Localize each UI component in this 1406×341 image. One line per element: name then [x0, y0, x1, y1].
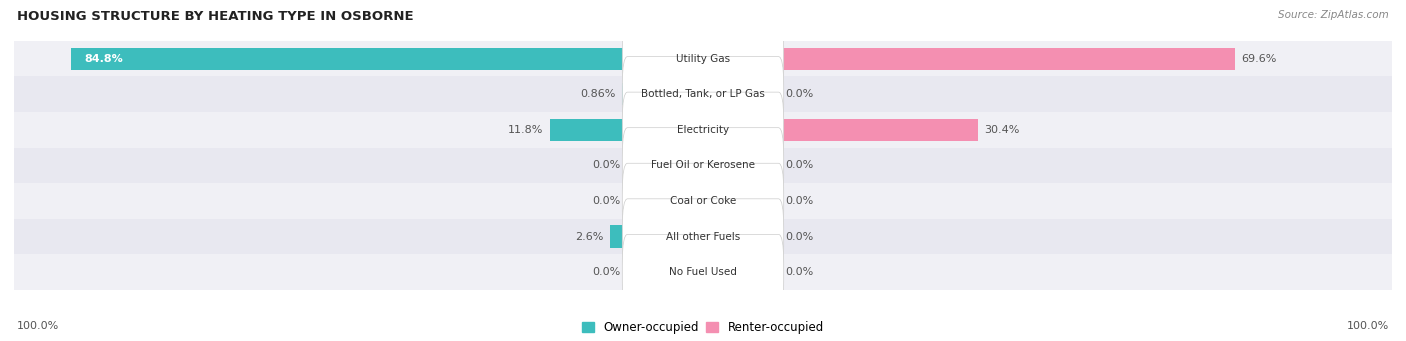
Bar: [621, 83, 627, 105]
Text: 84.8%: 84.8%: [84, 54, 122, 64]
Text: Fuel Oil or Kerosene: Fuel Oil or Kerosene: [651, 160, 755, 170]
Text: 0.0%: 0.0%: [785, 267, 813, 277]
Text: 69.6%: 69.6%: [1241, 54, 1277, 64]
Text: No Fuel Used: No Fuel Used: [669, 267, 737, 277]
Bar: [14, 76, 1392, 112]
Bar: [610, 225, 627, 248]
FancyBboxPatch shape: [623, 92, 783, 167]
Text: Electricity: Electricity: [676, 125, 730, 135]
Bar: [14, 148, 1392, 183]
Text: 0.0%: 0.0%: [593, 196, 621, 206]
Legend: Owner-occupied, Renter-occupied: Owner-occupied, Renter-occupied: [578, 316, 828, 339]
Text: 11.8%: 11.8%: [508, 125, 544, 135]
Text: Bottled, Tank, or LP Gas: Bottled, Tank, or LP Gas: [641, 89, 765, 99]
Text: Utility Gas: Utility Gas: [676, 54, 730, 64]
FancyBboxPatch shape: [623, 163, 783, 239]
FancyBboxPatch shape: [623, 57, 783, 132]
Text: All other Fuels: All other Fuels: [666, 232, 740, 241]
Text: HOUSING STRUCTURE BY HEATING TYPE IN OSBORNE: HOUSING STRUCTURE BY HEATING TYPE IN OSB…: [17, 10, 413, 23]
FancyBboxPatch shape: [623, 199, 783, 274]
Bar: [550, 119, 627, 141]
Text: 2.6%: 2.6%: [575, 232, 605, 241]
Text: 0.0%: 0.0%: [785, 160, 813, 170]
Text: 100.0%: 100.0%: [1347, 321, 1389, 331]
Bar: [14, 219, 1392, 254]
Text: 100.0%: 100.0%: [17, 321, 59, 331]
Bar: [14, 112, 1392, 148]
Bar: [14, 254, 1392, 290]
Text: Coal or Coke: Coal or Coke: [669, 196, 737, 206]
Bar: [14, 183, 1392, 219]
Text: 0.0%: 0.0%: [785, 232, 813, 241]
Text: 0.0%: 0.0%: [593, 267, 621, 277]
Text: 30.4%: 30.4%: [984, 125, 1019, 135]
FancyBboxPatch shape: [623, 21, 783, 97]
FancyBboxPatch shape: [623, 128, 783, 203]
Text: 0.0%: 0.0%: [593, 160, 621, 170]
Text: 0.0%: 0.0%: [785, 89, 813, 99]
Text: 0.86%: 0.86%: [579, 89, 616, 99]
Text: Source: ZipAtlas.com: Source: ZipAtlas.com: [1278, 10, 1389, 20]
Bar: [14, 41, 1392, 76]
Bar: [72, 48, 627, 70]
Bar: [779, 48, 1234, 70]
Bar: [779, 119, 979, 141]
Text: 0.0%: 0.0%: [785, 196, 813, 206]
FancyBboxPatch shape: [623, 234, 783, 310]
